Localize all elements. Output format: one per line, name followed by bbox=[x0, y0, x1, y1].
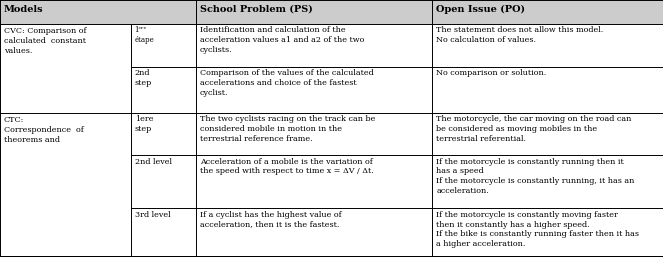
Text: The statement does not allow this model.
No calculation of values.: The statement does not allow this model.… bbox=[436, 26, 603, 44]
Text: Identification and calculation of the
acceleration values a1 and a2 of the two
c: Identification and calculation of the ac… bbox=[200, 26, 364, 54]
Bar bbox=[0, 0, 663, 24]
Text: 1ere
step: 1ere step bbox=[135, 115, 153, 133]
Text: The two cyclists racing on the track can be
considered mobile in motion in the
t: The two cyclists racing on the track can… bbox=[200, 115, 375, 143]
Text: If the motorcycle is constantly moving faster
then it constantly has a higher sp: If the motorcycle is constantly moving f… bbox=[436, 211, 639, 248]
Text: 3rd level: 3rd level bbox=[135, 211, 170, 219]
Text: No comparison or solution.: No comparison or solution. bbox=[436, 69, 546, 77]
Text: If the motorcycle is constantly running then it
has a speed
If the motorcycle is: If the motorcycle is constantly running … bbox=[436, 158, 634, 195]
Text: 2nd
step: 2nd step bbox=[135, 69, 152, 87]
Text: Open Issue (PO): Open Issue (PO) bbox=[436, 5, 525, 14]
Text: Acceleration of a mobile is the variation of
the speed with respect to time x = : Acceleration of a mobile is the variatio… bbox=[200, 158, 373, 175]
Text: CTC:
Correspondence  of
theorems and: CTC: Correspondence of theorems and bbox=[4, 116, 84, 144]
Text: If a cyclist has the highest value of
acceleration, then it is the fastest.: If a cyclist has the highest value of ac… bbox=[200, 211, 341, 228]
Text: Models: Models bbox=[4, 5, 44, 14]
Text: School Problem (PS): School Problem (PS) bbox=[200, 5, 312, 14]
Text: The motorcycle, the car moving on the road can
be considered as moving mobiles i: The motorcycle, the car moving on the ro… bbox=[436, 115, 632, 143]
Text: Comparison of the values of the calculated
accelerations and choice of the faste: Comparison of the values of the calculat… bbox=[200, 69, 373, 97]
Text: 1ᶜʳᵉ
étape: 1ᶜʳᵉ étape bbox=[135, 26, 154, 43]
Text: 2nd level: 2nd level bbox=[135, 158, 172, 166]
Text: CVC: Comparison of
calculated  constant
values.: CVC: Comparison of calculated constant v… bbox=[4, 27, 86, 55]
